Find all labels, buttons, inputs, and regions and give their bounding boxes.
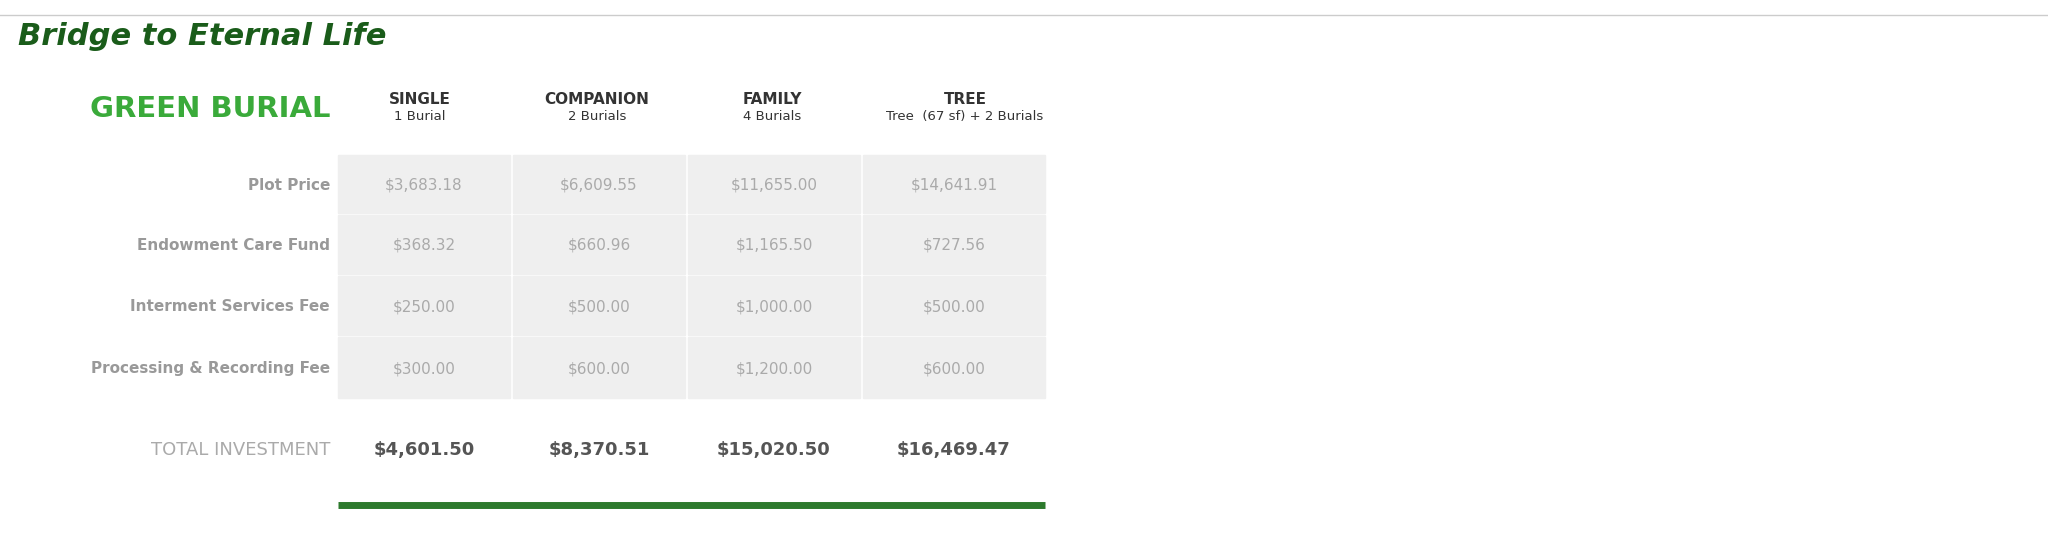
Text: Bridge to Eternal Life: Bridge to Eternal Life — [18, 22, 387, 51]
Bar — [512, 276, 684, 335]
Bar — [338, 215, 510, 274]
Text: $6,609.55: $6,609.55 — [561, 178, 637, 193]
Text: COMPANION: COMPANION — [545, 92, 649, 107]
Bar — [688, 155, 860, 213]
Bar — [862, 215, 1044, 274]
Text: $1,165.50: $1,165.50 — [735, 238, 813, 253]
Bar — [862, 337, 1044, 398]
Bar — [688, 215, 860, 274]
Text: $660.96: $660.96 — [567, 238, 631, 253]
Bar — [688, 337, 860, 398]
Text: 4 Burials: 4 Burials — [743, 110, 801, 123]
Text: Plot Price: Plot Price — [248, 178, 330, 193]
Text: 1 Burial: 1 Burial — [395, 110, 446, 123]
Text: $11,655.00: $11,655.00 — [731, 178, 817, 193]
Bar — [512, 215, 684, 274]
Text: Endowment Care Fund: Endowment Care Fund — [137, 238, 330, 253]
Text: $8,370.51: $8,370.51 — [549, 441, 649, 459]
Text: GREEN BURIAL: GREEN BURIAL — [90, 95, 330, 123]
Text: $250.00: $250.00 — [393, 299, 455, 314]
Text: FAMILY: FAMILY — [741, 92, 801, 107]
Text: $727.56: $727.56 — [922, 238, 985, 253]
Bar — [338, 155, 510, 213]
Bar — [862, 276, 1044, 335]
Text: Processing & Recording Fee: Processing & Recording Fee — [90, 361, 330, 376]
Text: 2 Burials: 2 Burials — [567, 110, 627, 123]
Text: $15,020.50: $15,020.50 — [717, 441, 831, 459]
Text: $600.00: $600.00 — [567, 361, 631, 376]
Text: $14,641.91: $14,641.91 — [911, 178, 997, 193]
Bar — [862, 155, 1044, 213]
Text: $3,683.18: $3,683.18 — [385, 178, 463, 193]
Text: $500.00: $500.00 — [567, 299, 631, 314]
Text: TOTAL INVESTMENT: TOTAL INVESTMENT — [152, 441, 330, 459]
Bar — [338, 337, 510, 398]
Bar — [512, 337, 684, 398]
Text: $300.00: $300.00 — [393, 361, 455, 376]
Text: $1,200.00: $1,200.00 — [735, 361, 813, 376]
Bar — [512, 155, 684, 213]
Bar — [688, 276, 860, 335]
Text: SINGLE: SINGLE — [389, 92, 451, 107]
Text: Tree  (67 sf) + 2 Burials: Tree (67 sf) + 2 Burials — [887, 110, 1044, 123]
Text: $4,601.50: $4,601.50 — [373, 441, 475, 459]
Bar — [338, 276, 510, 335]
Text: $16,469.47: $16,469.47 — [897, 441, 1012, 459]
Text: $600.00: $600.00 — [922, 361, 985, 376]
Text: TREE: TREE — [944, 92, 987, 107]
Text: $1,000.00: $1,000.00 — [735, 299, 813, 314]
Text: Interment Services Fee: Interment Services Fee — [131, 299, 330, 314]
Text: $500.00: $500.00 — [924, 299, 985, 314]
Text: $368.32: $368.32 — [393, 238, 455, 253]
